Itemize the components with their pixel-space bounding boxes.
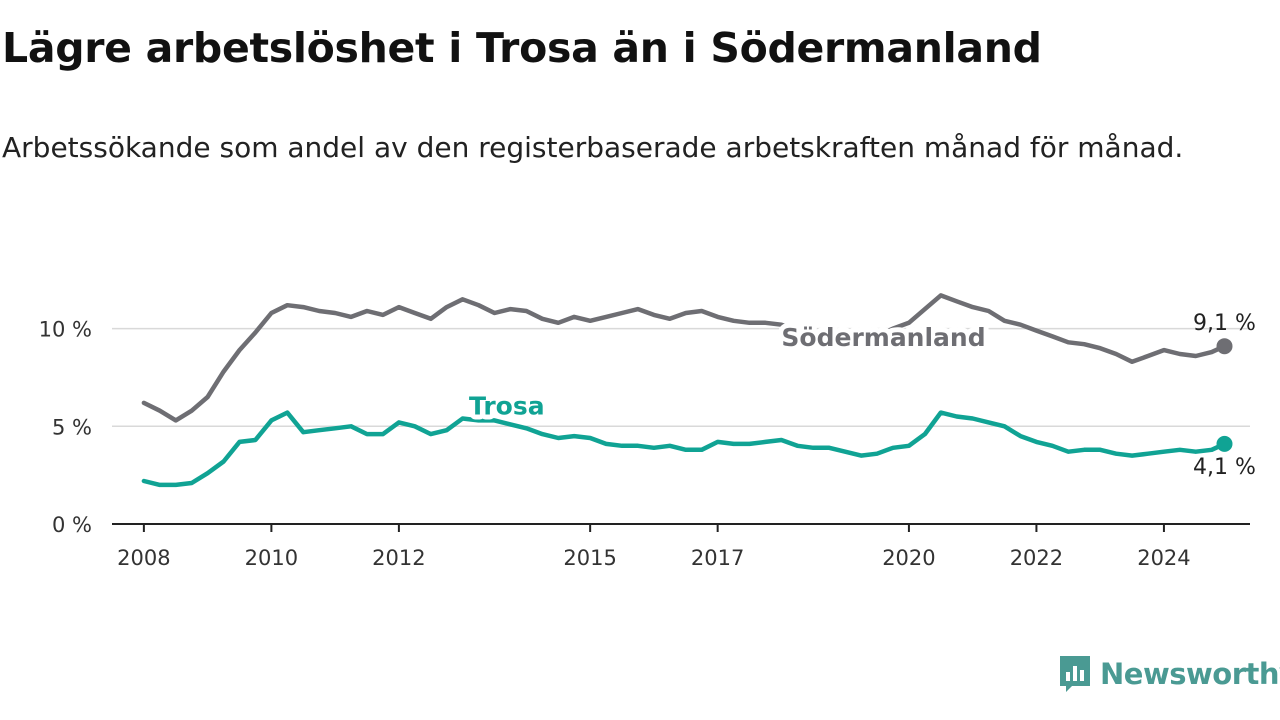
x-tick-label: 2017 [691, 546, 744, 570]
y-tick-label: 10 % [39, 318, 92, 342]
x-tick-label: 2015 [563, 546, 616, 570]
gridlines [112, 327, 1250, 428]
x-axis: 2008 2010 2012 2015 2017 2020 2022 2024 [112, 523, 1250, 570]
x-tick-label: 2008 [117, 546, 170, 570]
end-value-label: 4,1 % [1193, 455, 1256, 480]
chart-subtitle: Arbetssökande som andel av den registerb… [2, 131, 1184, 164]
y-tick-label: 0 % [52, 513, 92, 537]
x-tick-label: 2010 [245, 546, 298, 570]
chart-title: Lägre arbetslöshet i Trosa än i Söderman… [2, 24, 1042, 72]
end-value-label: 9,1 % [1193, 311, 1256, 336]
x-tick-label: 2024 [1137, 546, 1190, 570]
series-name-label: Trosa [469, 392, 545, 421]
series-line-södermanland [141, 293, 1227, 423]
x-tick-label: 2020 [882, 546, 935, 570]
x-tick-label: 2022 [1010, 546, 1063, 570]
y-tick-label: 5 % [52, 415, 92, 439]
y-axis-labels: 0 % 5 % 10 % [39, 318, 92, 537]
series-end-marker [1216, 338, 1233, 355]
series-name-label: Södermanland [781, 323, 985, 352]
brand-logo: Newsworthy [1058, 654, 1280, 694]
series-lines [141, 293, 1233, 488]
brand-name: Newsworthy [1100, 657, 1280, 691]
series-labels: 9,1 % 4,1 % Södermanland Trosa [464, 311, 1256, 480]
series-end-marker [1216, 435, 1233, 452]
x-tick-label: 2012 [372, 546, 425, 570]
newsworthy-logo-icon [1060, 656, 1090, 692]
series-line-trosa [141, 410, 1227, 488]
